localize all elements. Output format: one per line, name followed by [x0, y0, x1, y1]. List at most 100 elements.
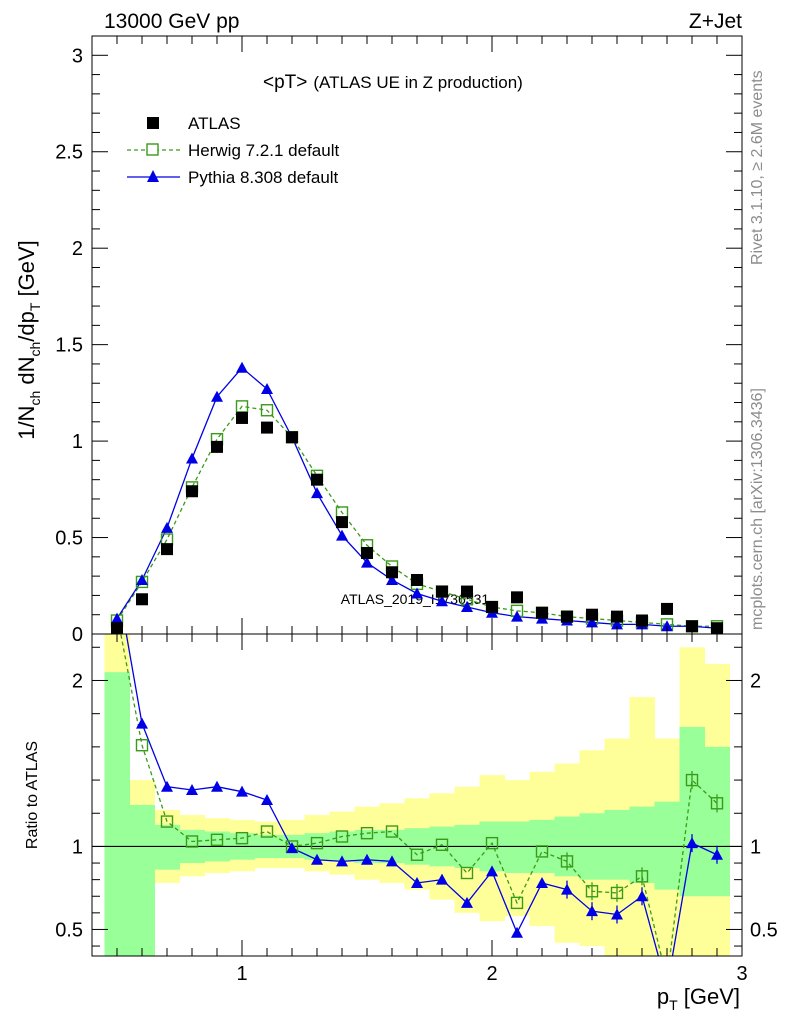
- band-1sigma-bin: [154, 824, 180, 870]
- ratio-herwig-point: [710, 797, 724, 810]
- atlas-point: [286, 431, 298, 444]
- atlas-point: [561, 610, 573, 623]
- ratio-series: [120, 634, 724, 956]
- ratio-herwig-point: [385, 825, 399, 838]
- atlas-point: [436, 585, 448, 598]
- band-1sigma-bin: [504, 821, 530, 874]
- atlas-point: [486, 600, 498, 613]
- ratio-pythia-point: [261, 793, 273, 805]
- band-1sigma-bin: [654, 801, 680, 890]
- atlas-point: [586, 608, 598, 621]
- header-right: Z+Jet: [689, 10, 742, 33]
- band-1sigma-bin: [104, 672, 130, 956]
- ratio-y-tick-label-right: 0.5: [750, 919, 778, 941]
- legend-marker-atlas: [147, 117, 159, 129]
- band-1sigma-bin: [129, 804, 155, 956]
- ratio-pythia-point: [436, 873, 448, 885]
- legend-marker-pythia: [147, 170, 159, 182]
- ratio-pythia-point: [361, 853, 373, 865]
- pythia-point: [136, 573, 148, 585]
- legend-label-atlas: ATLAS: [188, 114, 241, 133]
- ratio-herwig-point: [160, 815, 174, 828]
- ratio-pythia-point: [161, 780, 173, 792]
- atlas-point: [336, 516, 348, 529]
- ratio-pythia-point: [136, 717, 148, 729]
- atlas-point: [411, 573, 423, 586]
- ratio-herwig-point: [235, 831, 249, 845]
- main-series: [110, 361, 724, 634]
- band-1sigma-bin: [679, 726, 705, 897]
- atlas-point: [461, 585, 473, 598]
- main-y-tick-label: 0.5: [55, 528, 83, 550]
- ratio-pythia-point: [286, 842, 298, 854]
- atlas-point: [611, 610, 623, 623]
- pythia-point: [261, 383, 273, 395]
- band-1sigma-bin: [604, 809, 630, 880]
- ratio-pythia-point: [386, 855, 398, 867]
- axes: 00.511.522.531 2 30.5 0.51 12 2: [55, 36, 778, 985]
- atlas-point: [311, 473, 323, 486]
- ratio-pythia-point: [461, 896, 473, 908]
- ratio-pythia-point: [636, 890, 648, 902]
- pythia-point: [386, 573, 398, 585]
- pythia-point: [586, 616, 598, 628]
- ratio-y-tick-label-right: 2: [750, 670, 761, 692]
- ratio-herwig-point: [685, 773, 699, 787]
- ratio-herwig-point: [585, 885, 599, 898]
- ratio-pythia-point: [311, 853, 323, 865]
- x-tick-label: 2: [486, 963, 497, 985]
- pythia-point: [411, 587, 423, 599]
- ratio-pythia-point: [611, 908, 623, 920]
- ratio-herwig-point: [135, 739, 149, 752]
- ratio-y-axis-label: Ratio to ATLAS: [24, 741, 41, 849]
- pythia-point: [111, 612, 123, 624]
- rivet-label: Rivet 3.1.10, ≥ 2.6M events: [749, 70, 766, 265]
- pythia-point: [436, 595, 448, 607]
- main-y-tick-label: 0: [72, 624, 83, 646]
- atlas-point: [136, 593, 148, 606]
- header-left: 13000 GeV pp: [104, 10, 239, 33]
- atlas-point: [361, 546, 373, 559]
- ratio-herwig-point: [260, 825, 274, 838]
- band-1sigma-bin: [704, 746, 730, 897]
- ratio-herwig-point: [535, 845, 549, 858]
- ratio-plot: [92, 634, 742, 956]
- atlas-point: [661, 602, 673, 615]
- legend-label-pythia: Pythia 8.308 default: [188, 168, 339, 187]
- atlas-point: [536, 606, 548, 619]
- x-axis-label: pT [GeV]: [657, 984, 740, 1013]
- pythia-point: [336, 529, 348, 541]
- ratio-herwig-point: [635, 870, 649, 883]
- ratio-herwig-point: [435, 838, 449, 851]
- atlas-point: [186, 485, 198, 498]
- ratio-pythia-point: [536, 876, 548, 888]
- ratio-bands: [104, 634, 730, 956]
- ratio-pythia-point: [486, 865, 498, 877]
- ratio-pythia-point: [236, 785, 248, 797]
- main-plot: ATLAS_2019_I1736531: [110, 361, 724, 634]
- pythia-point: [361, 556, 373, 568]
- ratio-herwig-point: [560, 855, 574, 868]
- pythia-point: [461, 600, 473, 612]
- ratio-herwig-point: [410, 848, 424, 861]
- pythia-point: [611, 618, 623, 630]
- ratio-herwig-point: [335, 830, 349, 843]
- pythia-point: [236, 361, 248, 373]
- ratio-pythia-point: [686, 837, 698, 849]
- ratio-pythia-point: [561, 883, 573, 895]
- ratio-herwig-point: [610, 886, 624, 900]
- atlas-point: [511, 591, 523, 604]
- pythia-point: [161, 521, 173, 533]
- atlas-point: [261, 421, 273, 434]
- pythia-point: [186, 452, 198, 464]
- main-y-tick-label: 1.5: [55, 335, 83, 357]
- ratio-herwig-point: [210, 833, 224, 847]
- ratio-y-tick-label: 2: [72, 670, 83, 692]
- ratio-pythia-point: [586, 905, 598, 917]
- ratio-herwig-line: [120, 634, 718, 956]
- main-y-tick-label: 2: [72, 238, 83, 260]
- x-tick-label: 3: [736, 963, 747, 985]
- ratio-herwig-point: [460, 866, 474, 880]
- atlas-point: [386, 566, 398, 579]
